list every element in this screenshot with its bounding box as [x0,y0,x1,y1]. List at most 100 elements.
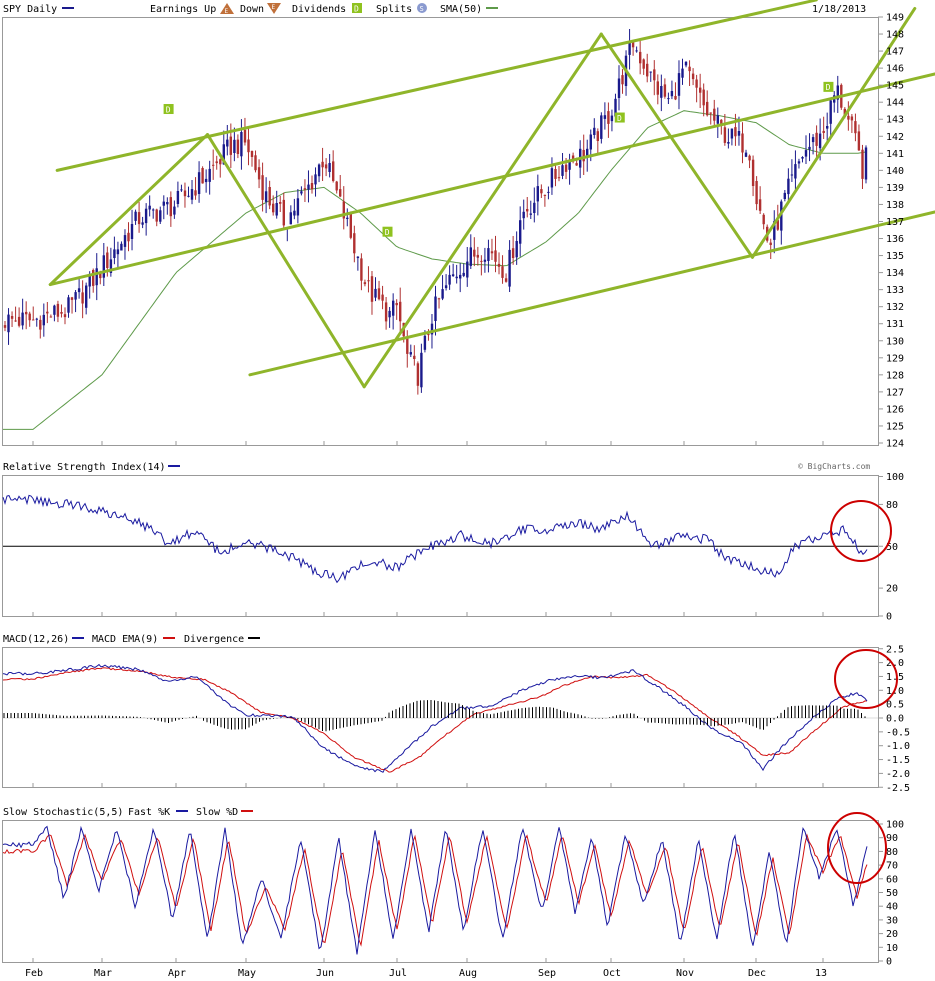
candle-body [691,73,695,80]
symbol-label: SPY Daily [3,4,57,15]
candle-body [367,280,370,282]
candle-body [511,248,515,258]
candle-body [335,181,338,191]
candle-body [264,191,268,202]
candle-body [723,127,727,143]
candle-body [332,161,335,181]
dividend-marker-letter: D [826,83,831,92]
candle-body [109,259,113,273]
macd-y-tick-label: -1.5 [886,755,910,766]
fast-k-line [2,825,868,955]
candle-body [501,266,504,278]
candle-body [582,149,585,162]
candle-body [388,310,391,318]
month-label-nov: Nov [676,968,694,979]
candle-body [303,188,307,190]
candle-body [508,249,511,287]
candle-body [617,78,621,98]
candle-body [399,301,402,322]
candle-body [60,312,63,314]
dividend-marker-1 [382,226,393,237]
candle-body [451,274,455,277]
candle-body [257,167,261,180]
candle-body [67,297,70,313]
candle-body [275,203,278,216]
candle-body [741,133,744,153]
stoch-title: Slow Stochastic(5,5) [3,807,123,818]
candle-body [187,195,190,197]
candle-body [836,85,839,100]
price-y-tick-label: 125 [886,421,904,432]
splits-label: Splits [376,4,412,15]
trendline-3 [48,133,209,287]
candle-body [744,152,748,157]
price-y-tick-label: 147 [886,47,904,58]
candle-body [137,212,141,225]
stoch-panel-frame [2,820,879,963]
candle-body [106,252,109,268]
trendline-4 [206,133,366,389]
candle-body [81,292,84,304]
candle-body [427,334,430,336]
macd-y-tick-label: 2.5 [886,644,904,655]
candle-body [56,303,60,317]
trendline-5 [362,32,603,389]
candle-body [455,276,458,279]
macd-ema-line [2,667,868,773]
candle-body [437,298,441,300]
candle-body [706,101,709,116]
price-y-tick-label: 142 [886,132,904,143]
candle-body [497,263,501,267]
candle-body [25,311,28,315]
candle-body [194,190,197,196]
candle-body [204,178,208,183]
candle-body [660,86,663,98]
candle-body [70,297,74,300]
candle-body [370,276,374,302]
candle-body [684,61,688,66]
panel-frames [2,17,879,963]
fast-k-title: Fast %K [128,807,170,818]
candle-body [328,163,331,172]
stoch-y-tick-label: 0 [886,957,892,968]
candle-body [730,128,734,139]
candle-body [459,274,462,279]
candle-body [155,209,158,222]
candle-body [737,131,741,136]
candle-body [536,186,539,202]
price-y-tick-label: 149 [886,13,904,24]
candle-body [247,139,250,153]
macd-ema-title: MACD EMA(9) [92,634,158,645]
candle-body [818,133,822,149]
candle-body [148,205,151,210]
candle-body [289,212,292,225]
candle-body [487,248,490,261]
candle-body [603,115,607,119]
earnings-up-label: Earnings Up [150,4,216,15]
candle-body [339,189,342,197]
candle-body [74,292,77,300]
candle-body [843,108,846,117]
candle-body [254,155,257,171]
month-label-mar: Mar [94,968,112,979]
candle-body [554,169,557,179]
macd-y-tick-label: -2.5 [886,783,910,794]
candle-body [77,288,81,293]
month-label-sep: Sep [538,968,556,979]
candle-body [416,363,420,386]
candle-body [395,303,398,306]
candle-body [769,242,772,245]
price-y-tick-label: 148 [886,30,904,41]
trendline-2 [248,210,935,377]
price-y-tick-label: 129 [886,353,904,364]
candle-body [547,191,550,193]
candle-body [826,126,829,129]
dividend-marker-3 [823,81,834,92]
macd-line [2,663,868,773]
candle-body [176,191,180,204]
candle-body [279,202,282,204]
stoch-y-tick-label: 40 [886,902,898,913]
macd-title: MACD(12,26) [3,634,69,645]
price-y-tick-label: 124 [886,439,904,450]
